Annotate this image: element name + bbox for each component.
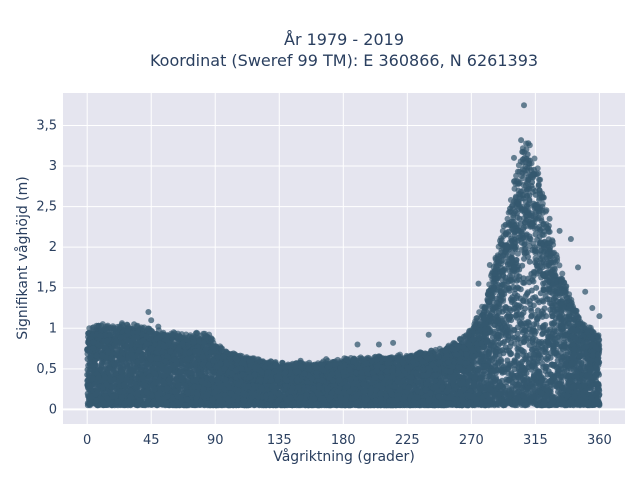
data-point xyxy=(517,321,524,328)
data-point xyxy=(535,182,542,189)
data-point xyxy=(504,357,511,364)
data-point xyxy=(522,305,529,312)
data-points xyxy=(84,102,603,409)
